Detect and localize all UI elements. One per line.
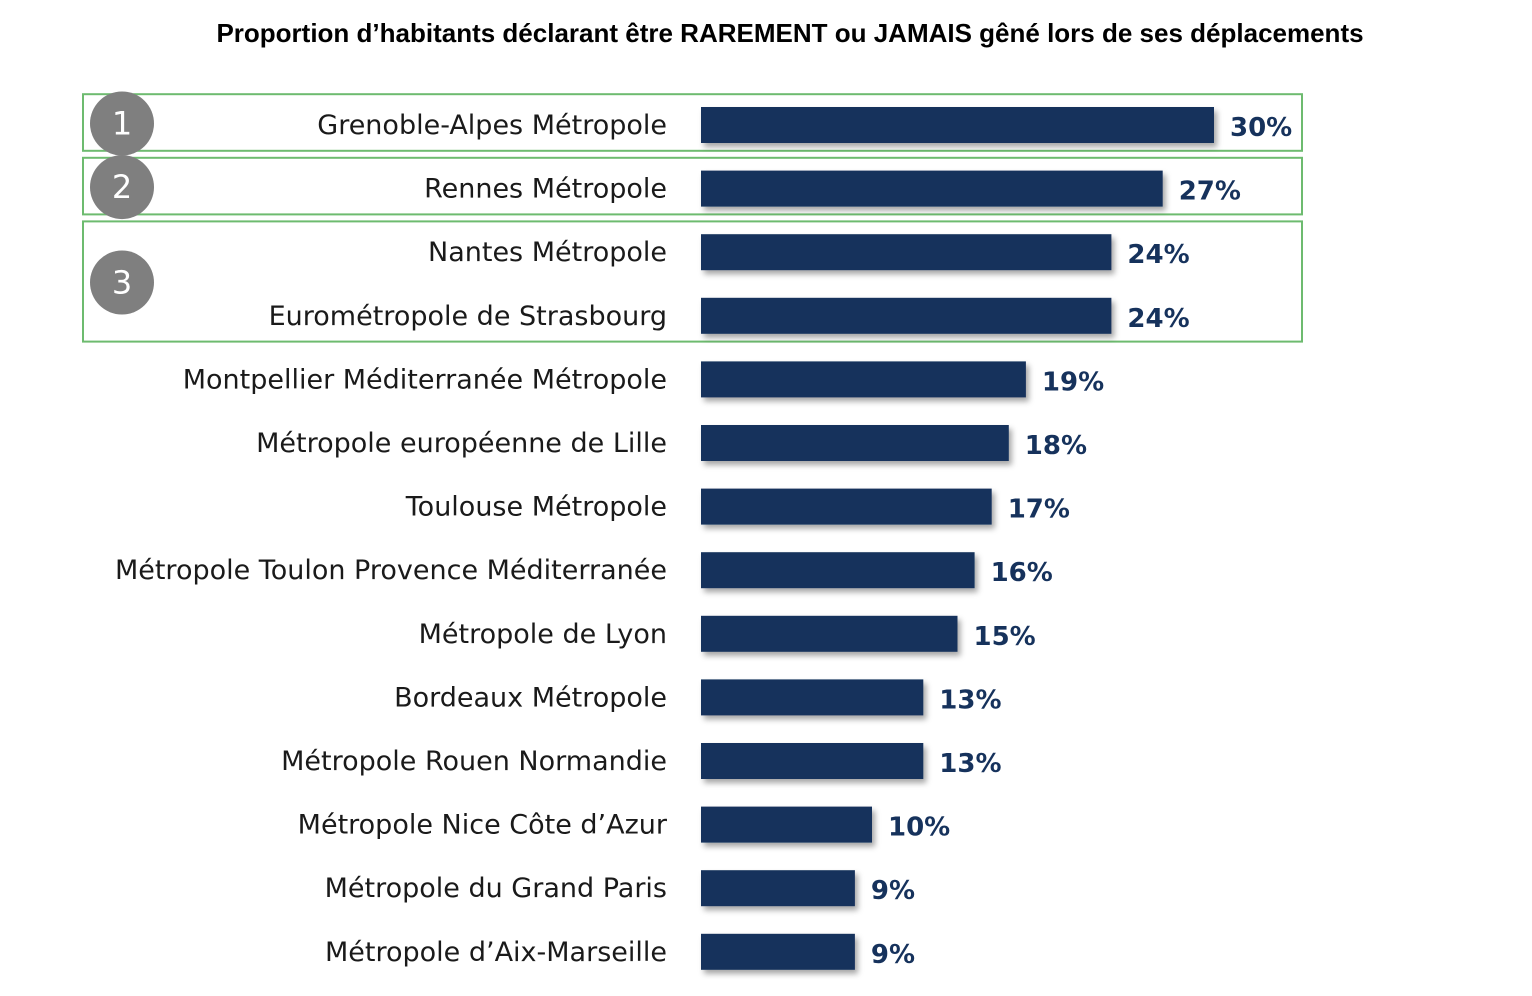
bar xyxy=(701,743,924,779)
category-label: Eurométropole de Strasbourg xyxy=(269,301,667,332)
category-label: Montpellier Méditerranée Métropole xyxy=(183,364,667,395)
rank-badge-1 xyxy=(90,91,154,156)
bar xyxy=(701,107,1214,143)
category-labels: Grenoble-Alpes Métropole Rennes Métropole… xyxy=(115,110,668,968)
bar xyxy=(701,425,1009,461)
value-label: 24% xyxy=(1127,304,1189,334)
rank-badge-number: 1 xyxy=(112,105,132,143)
rank-group-box-2 xyxy=(82,156,1303,216)
category-label: Grenoble-Alpes Métropole xyxy=(317,110,667,141)
rank-badge-number: 2 xyxy=(112,168,132,206)
category-label: Métropole d’Aix-Marseille xyxy=(325,937,667,968)
value-label: 9% xyxy=(871,876,915,906)
value-label: 15% xyxy=(974,622,1036,652)
category-label: Métropole Nice Côte d’Azur xyxy=(298,810,668,841)
value-label: 27% xyxy=(1179,177,1241,207)
bar xyxy=(701,361,1026,398)
rank-group-box-3 xyxy=(82,220,1303,343)
rank-groups: 1 2 3 xyxy=(82,91,1303,343)
value-label: 13% xyxy=(939,749,1001,779)
value-label: 13% xyxy=(939,685,1001,715)
bar xyxy=(701,170,1163,207)
bar xyxy=(701,488,992,525)
chart-title: Proportion d’habitants déclarant être RA… xyxy=(216,18,1363,48)
category-label: Métropole Rouen Normandie xyxy=(281,746,667,777)
bar xyxy=(701,933,855,970)
rank-group-box-1 xyxy=(82,93,1303,152)
bar xyxy=(701,615,958,652)
bar xyxy=(701,870,855,907)
value-label: 17% xyxy=(1008,495,1070,525)
bar xyxy=(701,552,975,589)
value-label: 18% xyxy=(1025,431,1087,461)
value-label: 19% xyxy=(1042,367,1104,397)
value-label: 16% xyxy=(991,558,1053,588)
bar xyxy=(701,806,872,843)
rank-badge-2 xyxy=(90,155,154,220)
category-label: Métropole Toulon Provence Méditerranée xyxy=(115,555,667,586)
category-label: Métropole du Grand Paris xyxy=(325,873,667,904)
value-label: 30% xyxy=(1230,113,1292,143)
category-label: Nantes Métropole xyxy=(428,237,667,268)
category-label: Toulouse Métropole xyxy=(405,492,667,523)
value-label: 9% xyxy=(871,940,915,970)
bars xyxy=(701,107,1214,970)
category-label: Métropole européenne de Lille xyxy=(256,428,667,459)
bar xyxy=(701,679,924,716)
rank-badge-number: 3 xyxy=(112,264,132,302)
value-label: 10% xyxy=(888,813,950,843)
value-label: 24% xyxy=(1127,240,1189,270)
rank-badge-3 xyxy=(90,250,154,315)
category-label: Rennes Métropole xyxy=(424,174,667,205)
category-label: Bordeaux Métropole xyxy=(394,682,667,713)
value-labels: 30% 27% 24% 24% 19% 18% 17% 16% 15% 13% 13% 10% 9% 9% xyxy=(871,113,1292,970)
category-label: Métropole de Lyon xyxy=(419,619,667,650)
bar xyxy=(701,297,1112,334)
bar xyxy=(701,234,1112,271)
